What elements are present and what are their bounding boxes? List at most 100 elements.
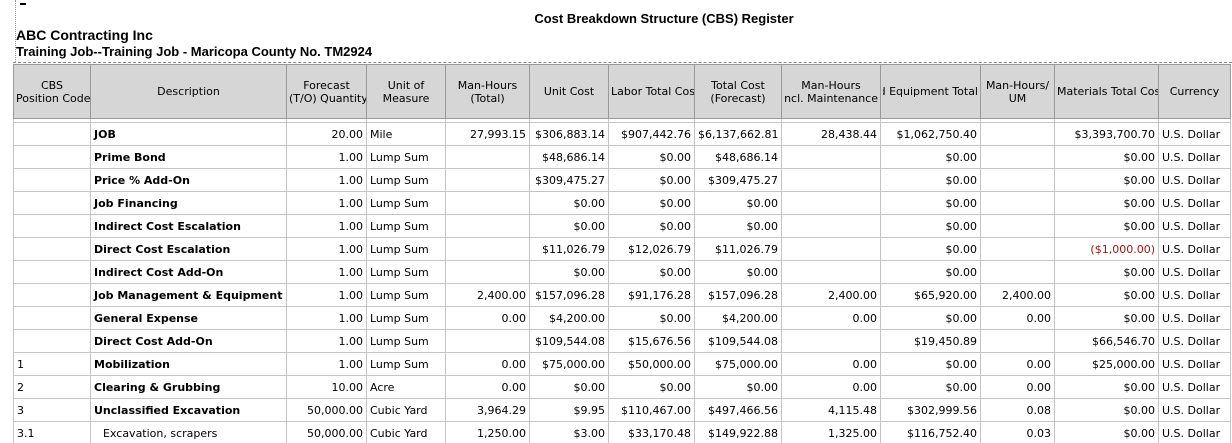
- materials-cell[interactable]: $0.00: [1054, 260, 1159, 284]
- forecast-qty-cell[interactable]: 50,000.00: [286, 421, 367, 443]
- mh-maintenance-cell[interactable]: 4,115.48: [781, 398, 881, 422]
- labor-total-cell[interactable]: $0.00: [608, 306, 695, 330]
- description-cell[interactable]: Unclassified Excavation: [90, 398, 287, 422]
- unit-cost-cell[interactable]: $48,686.14: [529, 145, 609, 169]
- total-cost-cell[interactable]: $157,096.28: [694, 283, 782, 307]
- cbs-code-cell[interactable]: [13, 237, 91, 261]
- currency-cell[interactable]: U.S. Dollar: [1158, 375, 1231, 399]
- total-cost-cell[interactable]: $309,475.27: [694, 168, 782, 192]
- mh-per-um-cell[interactable]: [980, 329, 1055, 353]
- col-header-total-cost[interactable]: Total Cost (Forecast): [694, 64, 782, 119]
- equipment-total-cell[interactable]: $0.00: [880, 352, 981, 376]
- equipment-total-cell[interactable]: $0.00: [880, 191, 981, 215]
- currency-cell[interactable]: U.S. Dollar: [1158, 145, 1231, 169]
- mh-maintenance-cell[interactable]: 1,325.00: [781, 421, 881, 443]
- forecast-qty-cell[interactable]: 1.00: [286, 237, 367, 261]
- labor-total-cell[interactable]: $110,467.00: [608, 398, 695, 422]
- unit-cost-cell[interactable]: $75,000.00: [529, 352, 609, 376]
- materials-cell[interactable]: $0.00: [1054, 375, 1159, 399]
- currency-cell[interactable]: U.S. Dollar: [1158, 260, 1231, 284]
- uom-cell[interactable]: Lump Sum: [366, 145, 446, 169]
- mh-per-um-cell[interactable]: 0.00: [980, 375, 1055, 399]
- table-row[interactable]: Job Financing 1.00 Lump Sum $0.00 $0.00 $0.00…: [13, 191, 1231, 215]
- uom-cell[interactable]: Lump Sum: [366, 214, 446, 238]
- uom-cell[interactable]: Lump Sum: [366, 191, 446, 215]
- mh-per-um-cell[interactable]: 0.08: [980, 398, 1055, 422]
- total-cost-cell[interactable]: $75,000.00: [694, 352, 782, 376]
- forecast-qty-cell[interactable]: 1.00: [286, 191, 367, 215]
- cbs-code-cell[interactable]: 3: [13, 398, 91, 422]
- table-row[interactable]: 1 Mobilization 1.00 Lump Sum 0.00 $75,000.00 $…: [13, 352, 1231, 376]
- unit-cost-cell[interactable]: $9.95: [529, 398, 609, 422]
- forecast-qty-cell[interactable]: 1.00: [286, 352, 367, 376]
- cbs-code-cell[interactable]: [13, 306, 91, 330]
- cbs-code-cell[interactable]: [13, 214, 91, 238]
- labor-total-cell[interactable]: $0.00: [608, 214, 695, 238]
- total-cost-cell[interactable]: $48,686.14: [694, 145, 782, 169]
- currency-cell[interactable]: U.S. Dollar: [1158, 306, 1231, 330]
- total-cost-cell[interactable]: $497,466.56: [694, 398, 782, 422]
- table-row[interactable]: 2 Clearing & Grubbing 10.00 Acre 0.00 $0.00 $0…: [13, 375, 1231, 399]
- cbs-code-cell[interactable]: [13, 145, 91, 169]
- table-row[interactable]: Price % Add-On 1.00 Lump Sum $309,475.27 $0.…: [13, 168, 1231, 192]
- description-cell[interactable]: Direct Cost Escalation: [90, 237, 287, 261]
- total-cost-cell[interactable]: $0.00: [694, 214, 782, 238]
- unit-cost-cell[interactable]: $11,026.79: [529, 237, 609, 261]
- mh-per-um-cell[interactable]: 0.03: [980, 421, 1055, 443]
- cbs-code-cell[interactable]: [13, 122, 91, 146]
- labor-total-cell[interactable]: $50,000.00: [608, 352, 695, 376]
- total-cost-cell[interactable]: $4,200.00: [694, 306, 782, 330]
- mh-maintenance-cell[interactable]: [781, 168, 881, 192]
- man-hours-cell[interactable]: [445, 191, 530, 215]
- total-cost-cell[interactable]: $0.00: [694, 375, 782, 399]
- mh-per-um-cell[interactable]: 0.00: [980, 306, 1055, 330]
- total-cost-cell[interactable]: $6,137,662.81: [694, 122, 782, 146]
- unit-cost-cell[interactable]: $0.00: [529, 214, 609, 238]
- description-cell[interactable]: Direct Cost Add-On: [90, 329, 287, 353]
- cbs-code-cell[interactable]: [13, 329, 91, 353]
- col-header-man-hours[interactable]: Man-Hours (Total): [445, 64, 530, 119]
- cbs-code-cell[interactable]: [13, 260, 91, 284]
- man-hours-cell[interactable]: 27,993.15: [445, 122, 530, 146]
- equipment-total-cell[interactable]: $0.00: [880, 260, 981, 284]
- forecast-qty-cell[interactable]: 50,000.00: [286, 398, 367, 422]
- total-cost-cell[interactable]: $109,544.08: [694, 329, 782, 353]
- mh-maintenance-cell[interactable]: 0.00: [781, 352, 881, 376]
- man-hours-cell[interactable]: 0.00: [445, 306, 530, 330]
- man-hours-cell[interactable]: 0.00: [445, 375, 530, 399]
- uom-cell[interactable]: Lump Sum: [366, 237, 446, 261]
- unit-cost-cell[interactable]: $3.00: [529, 421, 609, 443]
- description-cell[interactable]: General Expense: [90, 306, 287, 330]
- currency-cell[interactable]: U.S. Dollar: [1158, 237, 1231, 261]
- table-row[interactable]: Indirect Cost Escalation 1.00 Lump Sum $0.0…: [13, 214, 1231, 238]
- uom-cell[interactable]: Lump Sum: [366, 329, 446, 353]
- currency-cell[interactable]: U.S. Dollar: [1158, 214, 1231, 238]
- currency-cell[interactable]: U.S. Dollar: [1158, 352, 1231, 376]
- table-row[interactable]: Direct Cost Escalation 1.00 Lump Sum $11,02…: [13, 237, 1231, 261]
- mh-per-um-cell[interactable]: [980, 168, 1055, 192]
- forecast-qty-cell[interactable]: 10.00: [286, 375, 367, 399]
- man-hours-cell[interactable]: [445, 237, 530, 261]
- mh-maintenance-cell[interactable]: [781, 237, 881, 261]
- total-cost-cell[interactable]: $11,026.79: [694, 237, 782, 261]
- labor-total-cell[interactable]: $0.00: [608, 260, 695, 284]
- description-cell[interactable]: Job Financing: [90, 191, 287, 215]
- unit-cost-cell[interactable]: $4,200.00: [529, 306, 609, 330]
- forecast-qty-cell[interactable]: 20.00: [286, 122, 367, 146]
- uom-cell[interactable]: Lump Sum: [366, 306, 446, 330]
- col-header-materials[interactable]: Materials Total Cost: [1054, 64, 1159, 119]
- mh-maintenance-cell[interactable]: [781, 260, 881, 284]
- description-cell[interactable]: Excavation, scrapers: [90, 421, 287, 443]
- col-header-unit-cost[interactable]: Unit Cost: [529, 64, 609, 119]
- mh-per-um-cell[interactable]: [980, 145, 1055, 169]
- col-header-mh-maintenance[interactable]: Man-HoursTotal incl. Maintenance: [781, 64, 881, 119]
- description-cell[interactable]: Mobilization: [90, 352, 287, 376]
- total-cost-cell[interactable]: $0.00: [694, 260, 782, 284]
- labor-total-cell[interactable]: $0.00: [608, 145, 695, 169]
- mh-per-um-cell[interactable]: 0.00: [980, 352, 1055, 376]
- equipment-total-cell[interactable]: $302,999.56: [880, 398, 981, 422]
- labor-total-cell[interactable]: $0.00: [608, 375, 695, 399]
- currency-cell[interactable]: U.S. Dollar: [1158, 398, 1231, 422]
- cbs-code-cell[interactable]: 3.1: [13, 421, 91, 443]
- mh-per-um-cell[interactable]: 2,400.00: [980, 283, 1055, 307]
